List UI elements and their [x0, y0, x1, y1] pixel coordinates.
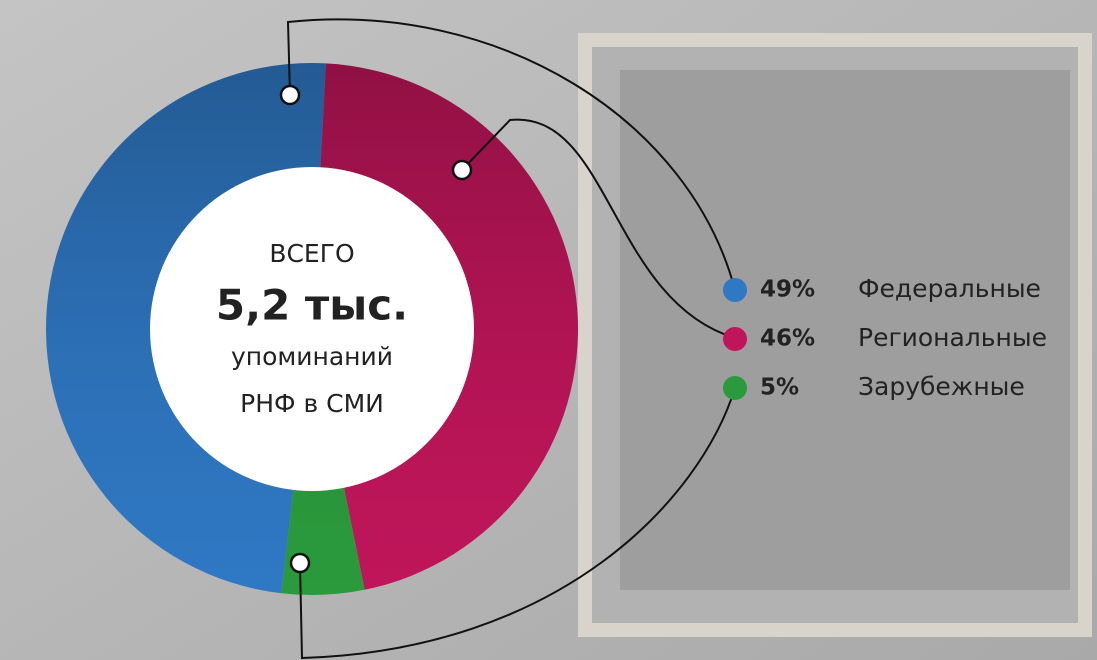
marker [279, 84, 301, 106]
center-text: ВСЕГО [269, 239, 354, 268]
connector [286, 18, 736, 291]
connector [299, 387, 736, 660]
legend-label: Федеральные [858, 274, 1041, 303]
legend-swatch [723, 376, 747, 400]
center-total: 5,2 тыс. [216, 281, 408, 330]
connectors [286, 18, 736, 660]
legend-value: 49% [760, 277, 815, 303]
marker [451, 159, 473, 181]
background-board [620, 70, 1070, 590]
legend-label: Региональные [858, 323, 1047, 352]
markers [279, 84, 473, 574]
connector [461, 118, 736, 339]
legend-swatch [723, 278, 747, 302]
marker [289, 552, 311, 574]
legend-swatch [723, 327, 747, 351]
center-text: упоминаний [231, 342, 393, 371]
legend-value: 5% [760, 375, 799, 401]
center-text: РНФ в СМИ [240, 389, 384, 418]
legend: 49% Федеральные 46% Региональные 5% Зарубежны… [723, 274, 1047, 401]
legend-label: Зарубежные [858, 372, 1025, 401]
donut-center [150, 167, 474, 491]
legend-value: 46% [760, 326, 815, 352]
